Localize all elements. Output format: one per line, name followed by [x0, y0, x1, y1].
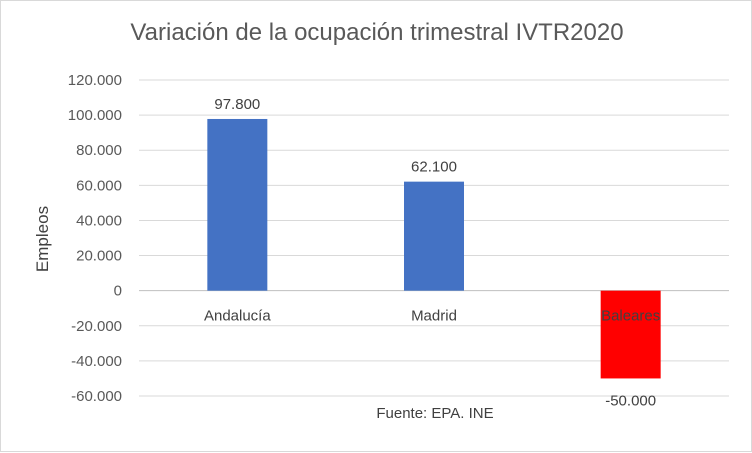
y-tick-label: -40.000 [71, 353, 122, 370]
category-label: Andalucía [204, 308, 271, 325]
bar-madrid [404, 181, 464, 291]
chart-title: Variación de la ocupación trimestral IVT… [130, 19, 624, 46]
category-label: Baleares [601, 308, 660, 325]
y-tick-label: 80.000 [76, 142, 122, 159]
y-axis-title: Empleos [33, 206, 52, 272]
bars [207, 118, 661, 379]
y-tick-label: -20.000 [71, 318, 122, 335]
category-label: Madrid [411, 308, 457, 325]
y-tick-label: 0 [114, 283, 122, 300]
bar-andalucía [207, 118, 268, 291]
data-label: 62.100 [411, 159, 457, 176]
data-label: 97.800 [214, 96, 260, 113]
y-tick-label: 120.000 [68, 72, 122, 89]
y-tick-label: 40.000 [76, 212, 122, 229]
labels: 97.800 62.100 -50.000 Andalucía Madrid Balear… [204, 96, 660, 409]
y-axis-tick-labels: 120.000 100.000 80.000 60.000 40.000 20.000 0 -… [68, 72, 122, 405]
bar-baleares [600, 290, 661, 379]
y-tick-label: -60.000 [71, 388, 122, 405]
y-tick-label: 20.000 [76, 248, 122, 265]
y-tick-label: 60.000 [76, 177, 122, 194]
source-annotation: Fuente: EPA. INE [376, 405, 493, 422]
data-label: -50.000 [605, 392, 656, 409]
y-tick-label: 100.000 [68, 107, 122, 124]
